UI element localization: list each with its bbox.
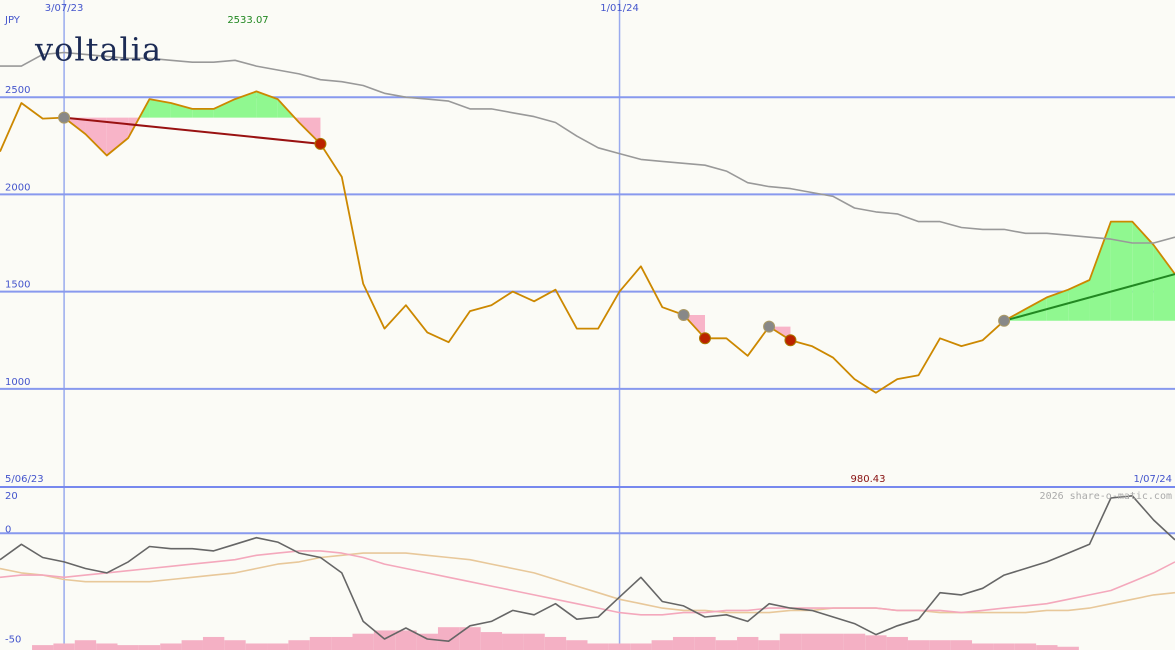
volume-bar — [288, 640, 310, 650]
y-tick-label: 20 — [5, 491, 18, 502]
volume-bar — [1014, 643, 1037, 650]
volume-bar — [523, 633, 545, 650]
volume-bar — [480, 632, 503, 650]
logo: voltalia — [34, 31, 162, 69]
entry-marker — [998, 314, 1011, 327]
volume-bar — [1036, 645, 1058, 650]
trade-fill — [149, 99, 171, 118]
trade-fill — [1132, 221, 1154, 321]
volume-bar — [160, 643, 182, 650]
x-tick-label: 1/01/24 — [600, 3, 639, 14]
panel-1: -50 0 20 — [0, 487, 1175, 650]
volume-bar — [437, 627, 460, 650]
trade-fill — [1110, 221, 1133, 321]
volume-bar — [245, 643, 268, 650]
series-line — [0, 550, 1175, 616]
volume-bar — [395, 630, 417, 650]
volume-bar — [672, 636, 695, 650]
series-line — [0, 51, 1175, 244]
start-date-label: 5/06/23 — [5, 474, 44, 485]
volume-bar — [715, 640, 738, 650]
trade-fill — [213, 99, 235, 118]
trade-fill — [1153, 244, 1175, 321]
y-tick-label: 0 — [5, 524, 11, 535]
trade-fill — [192, 108, 214, 118]
trade-line — [1003, 273, 1175, 322]
volume-bar — [587, 643, 609, 650]
exit-marker — [699, 332, 711, 345]
volume-bar — [267, 643, 289, 650]
trade-line — [63, 116, 321, 145]
volume-bar — [544, 636, 567, 650]
volume-bar — [694, 636, 716, 650]
x-tick-label: 3/07/23 — [45, 3, 84, 14]
currency-label: JPY — [4, 15, 21, 26]
y-tick-label: 2000 — [5, 182, 30, 193]
volume-bar — [181, 640, 203, 650]
volume-bar — [352, 633, 374, 650]
volume-bar — [224, 640, 246, 650]
y-tick-label: 1000 — [5, 377, 30, 388]
volume-bar — [737, 636, 759, 650]
entry-marker — [58, 111, 71, 124]
volume-bar — [822, 633, 844, 650]
series-line — [0, 495, 1175, 642]
y-tick-label: -50 — [5, 634, 21, 645]
exit-marker — [784, 334, 797, 347]
entry-marker — [763, 320, 776, 333]
volume-bar — [74, 640, 97, 650]
volume-bar — [929, 640, 951, 650]
end-date-label: 1/07/24 — [1133, 474, 1172, 485]
low-label: 980.43 — [851, 474, 886, 485]
volume-bar — [758, 640, 780, 650]
volume-bar — [1057, 646, 1079, 650]
trade-fill — [1025, 297, 1047, 321]
volume-bar — [993, 643, 1015, 650]
volume-bar — [886, 636, 908, 650]
volume-bar — [117, 645, 139, 650]
volume-bar — [630, 643, 652, 650]
volume-bar — [53, 643, 75, 650]
volume-bar — [331, 636, 353, 650]
volume-bar — [608, 643, 631, 650]
volume-bar — [865, 635, 887, 650]
volume-bar — [459, 627, 481, 650]
volume-bar — [502, 633, 524, 650]
panel-0: 3/07/23 1/01/24 1000 1500 2000 2500 — [0, 0, 1175, 487]
exit-marker — [314, 137, 327, 150]
trade-fill — [85, 117, 107, 156]
volume-bar — [779, 633, 802, 650]
price-panel — [0, 0, 1175, 487]
volume-bar — [972, 643, 994, 650]
volume-bar — [651, 640, 673, 650]
volume-bar — [566, 640, 588, 650]
watermark: 2026 share-o-matic.com — [1040, 491, 1172, 502]
volume-bar — [309, 636, 332, 650]
volume-bar — [416, 633, 438, 650]
volume-bar — [138, 645, 161, 650]
trade-fill — [106, 117, 129, 156]
series-line — [0, 90, 1175, 394]
volume-bar — [907, 640, 930, 650]
y-tick-label: 2500 — [5, 85, 30, 96]
volume-bar — [202, 636, 225, 650]
oscillator-panel — [0, 487, 1175, 650]
entry-marker — [677, 308, 690, 321]
trade-fill — [170, 103, 193, 118]
volume-bar — [801, 633, 823, 650]
volume-bar — [96, 643, 118, 650]
high-label: 2533.07 — [227, 15, 268, 26]
y-tick-label: 1500 — [5, 280, 30, 291]
volume-bar — [843, 633, 866, 650]
series-line — [0, 552, 1175, 614]
volume-bar — [950, 640, 973, 650]
volume-bar — [32, 645, 54, 650]
